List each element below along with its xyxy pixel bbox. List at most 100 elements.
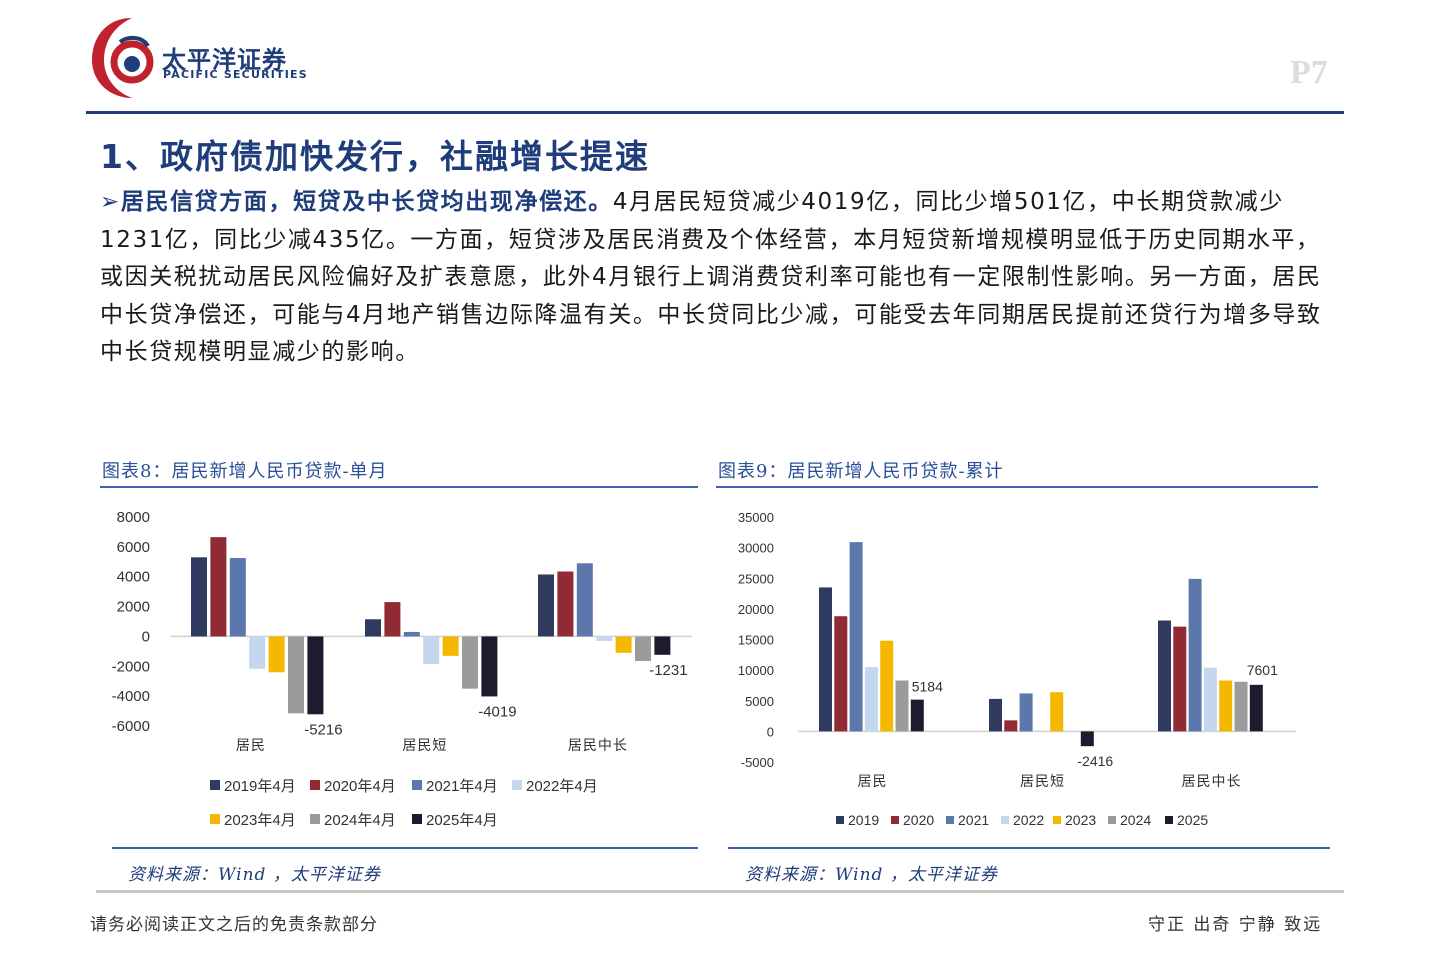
chart2-bar	[1019, 693, 1033, 732]
chart1-ytick-label: 2000	[117, 599, 150, 616]
chart1-legend-label: 2024年4月	[324, 812, 396, 829]
chart2-ytick-label: 25000	[738, 571, 774, 586]
chart2-bar	[1219, 680, 1233, 732]
chart1-bar	[481, 636, 498, 697]
header-divider	[86, 111, 1344, 114]
page-number: P7	[1290, 54, 1328, 91]
chart1-legend-label: 2023年4月	[224, 812, 296, 829]
chart2-ytick-label: 35000	[738, 510, 774, 525]
chart1-ytick-label: 6000	[117, 539, 150, 556]
chart1-data-label: -4019	[478, 703, 516, 720]
chart2-bar	[1249, 684, 1263, 732]
chart2-legend-swatch	[1001, 816, 1009, 824]
chart1-bar	[268, 636, 285, 673]
chart1-bar	[229, 558, 246, 637]
chart1-bar	[557, 571, 574, 637]
chart1-bar	[635, 636, 651, 662]
figure-8-title: 图表8：居民新增人民币贷款-单月	[102, 461, 388, 482]
chart2-legend-swatch	[1165, 816, 1173, 824]
bullet-arrow-icon: ➢	[100, 189, 121, 215]
chart-monthly: 8000 6000 4000 2000 0 -2000 -4000 -6000 居民 居民短 居民中…	[112, 509, 692, 829]
chart2-ytick-label: 30000	[738, 541, 774, 556]
chart1-legend-swatch	[210, 814, 220, 824]
company-motto: 守正 出奇 宁静 致远	[1148, 915, 1323, 935]
chart1-bar	[249, 636, 266, 669]
chart2-bar	[819, 587, 832, 732]
chart2-legend-label: 2024	[1120, 812, 1151, 828]
chart1-legend-label: 2021年4月	[426, 778, 498, 795]
body-text: 4月居民短贷减少4019亿，同比少增501亿，中长期贷款减少1231亿，同比少减…	[100, 189, 1322, 365]
chart2-legend-label: 2023	[1065, 812, 1096, 828]
chart1-bar	[576, 563, 593, 637]
chart1-bar	[191, 557, 207, 637]
chart2-data-label: -2416	[1077, 753, 1113, 769]
chart2-legend-label: 2022	[1013, 812, 1044, 828]
chart1-legend-label: 2020年4月	[324, 778, 396, 795]
chart1-bar	[442, 636, 459, 656]
chart1-legend-swatch	[310, 780, 320, 790]
chart2-bar	[1158, 620, 1171, 732]
chart2-bar	[895, 680, 909, 732]
chart2-legend-swatch	[891, 816, 899, 824]
chart1-legend-label: 2019年4月	[224, 778, 296, 795]
body-highlight: 居民信贷方面，短贷及中长贷均出现净偿还。	[120, 189, 613, 215]
chart1-bar	[210, 537, 227, 637]
chart2-bar	[849, 542, 863, 732]
chart1-ytick-label: -2000	[112, 658, 150, 675]
brand-name-cn: 太平洋证券	[162, 46, 287, 74]
chart1-bar	[654, 636, 671, 655]
chart2-bar	[1203, 667, 1217, 732]
chart1-legend-label: 2025年4月	[426, 812, 498, 829]
chart1-ytick-label: 4000	[117, 569, 150, 586]
chart1-legend-swatch	[310, 814, 320, 824]
chart2-legend-swatch	[1108, 816, 1116, 824]
chart2-legend-label: 2025	[1177, 812, 1208, 828]
chart1-ytick-label: -6000	[112, 718, 150, 735]
chart1-bar	[384, 602, 401, 637]
chart1-legend-swatch	[210, 780, 220, 790]
chart2-legend-swatch	[1053, 816, 1061, 824]
chart1-bar	[615, 636, 632, 653]
chart1-legend-label: 2022年4月	[526, 778, 598, 795]
chart2-bar	[880, 640, 894, 732]
chart2-ytick-label: 5000	[745, 694, 774, 709]
chart2-bar	[1080, 731, 1094, 747]
figure-9-bottom-rule	[728, 847, 1330, 849]
body-paragraph: ➢居民信贷方面，短贷及中长贷均出现净偿还。4月居民短贷减少4019亿，同比少增5…	[100, 184, 1330, 372]
chart1-bar	[596, 636, 613, 641]
chart2-bar	[989, 698, 1002, 732]
chart2-bar	[1173, 626, 1187, 732]
chart2-legend-swatch	[946, 816, 954, 824]
chart1-ytick-label: 0	[142, 628, 150, 645]
page-title: 1、政府债加快发行，社融增长提速	[100, 137, 650, 176]
chart1-category-label: 居民	[236, 737, 266, 753]
chart1-legend-swatch	[412, 780, 422, 790]
figure-9-source: 资料来源：Wind ，太平洋证券	[745, 865, 998, 885]
chart2-ytick-label: 20000	[738, 602, 774, 617]
chart-cumulative: 35000 30000 25000 20000 15000 10000 5000 0 -5000…	[738, 510, 1296, 828]
chart2-ytick-label: -5000	[741, 755, 774, 770]
chart1-bar	[307, 636, 324, 715]
chart1-data-label: -5216	[304, 721, 342, 738]
chart2-bar	[1188, 578, 1202, 732]
chart1-bar	[365, 619, 381, 637]
chart2-category-label: 居民	[858, 773, 888, 789]
footer-divider	[96, 890, 1344, 893]
chart2-category-label: 居民中长	[1182, 773, 1242, 789]
chart2-legend-label: 2020	[903, 812, 934, 828]
chart2-legend-swatch	[836, 816, 844, 824]
chart2-data-label: 5184	[912, 679, 943, 695]
chart2-legend-label: 2019	[848, 812, 879, 828]
chart2-bar	[1234, 681, 1248, 732]
brand-name-en: PACIFIC SECURITIES	[163, 68, 308, 81]
chart1-bar	[288, 636, 304, 714]
chart2-bar	[834, 616, 848, 732]
chart2-bar	[1004, 720, 1018, 732]
chart1-bar	[423, 636, 440, 665]
disclaimer-note: 请务必阅读正文之后的免责条款部分	[90, 915, 378, 935]
chart2-ytick-label: 15000	[738, 633, 774, 648]
chart1-data-label: -1231	[649, 662, 687, 679]
figure-9-title-rule	[716, 486, 1318, 488]
pacific-securities-logo	[92, 18, 154, 98]
chart2-data-label: 7601	[1247, 662, 1278, 678]
